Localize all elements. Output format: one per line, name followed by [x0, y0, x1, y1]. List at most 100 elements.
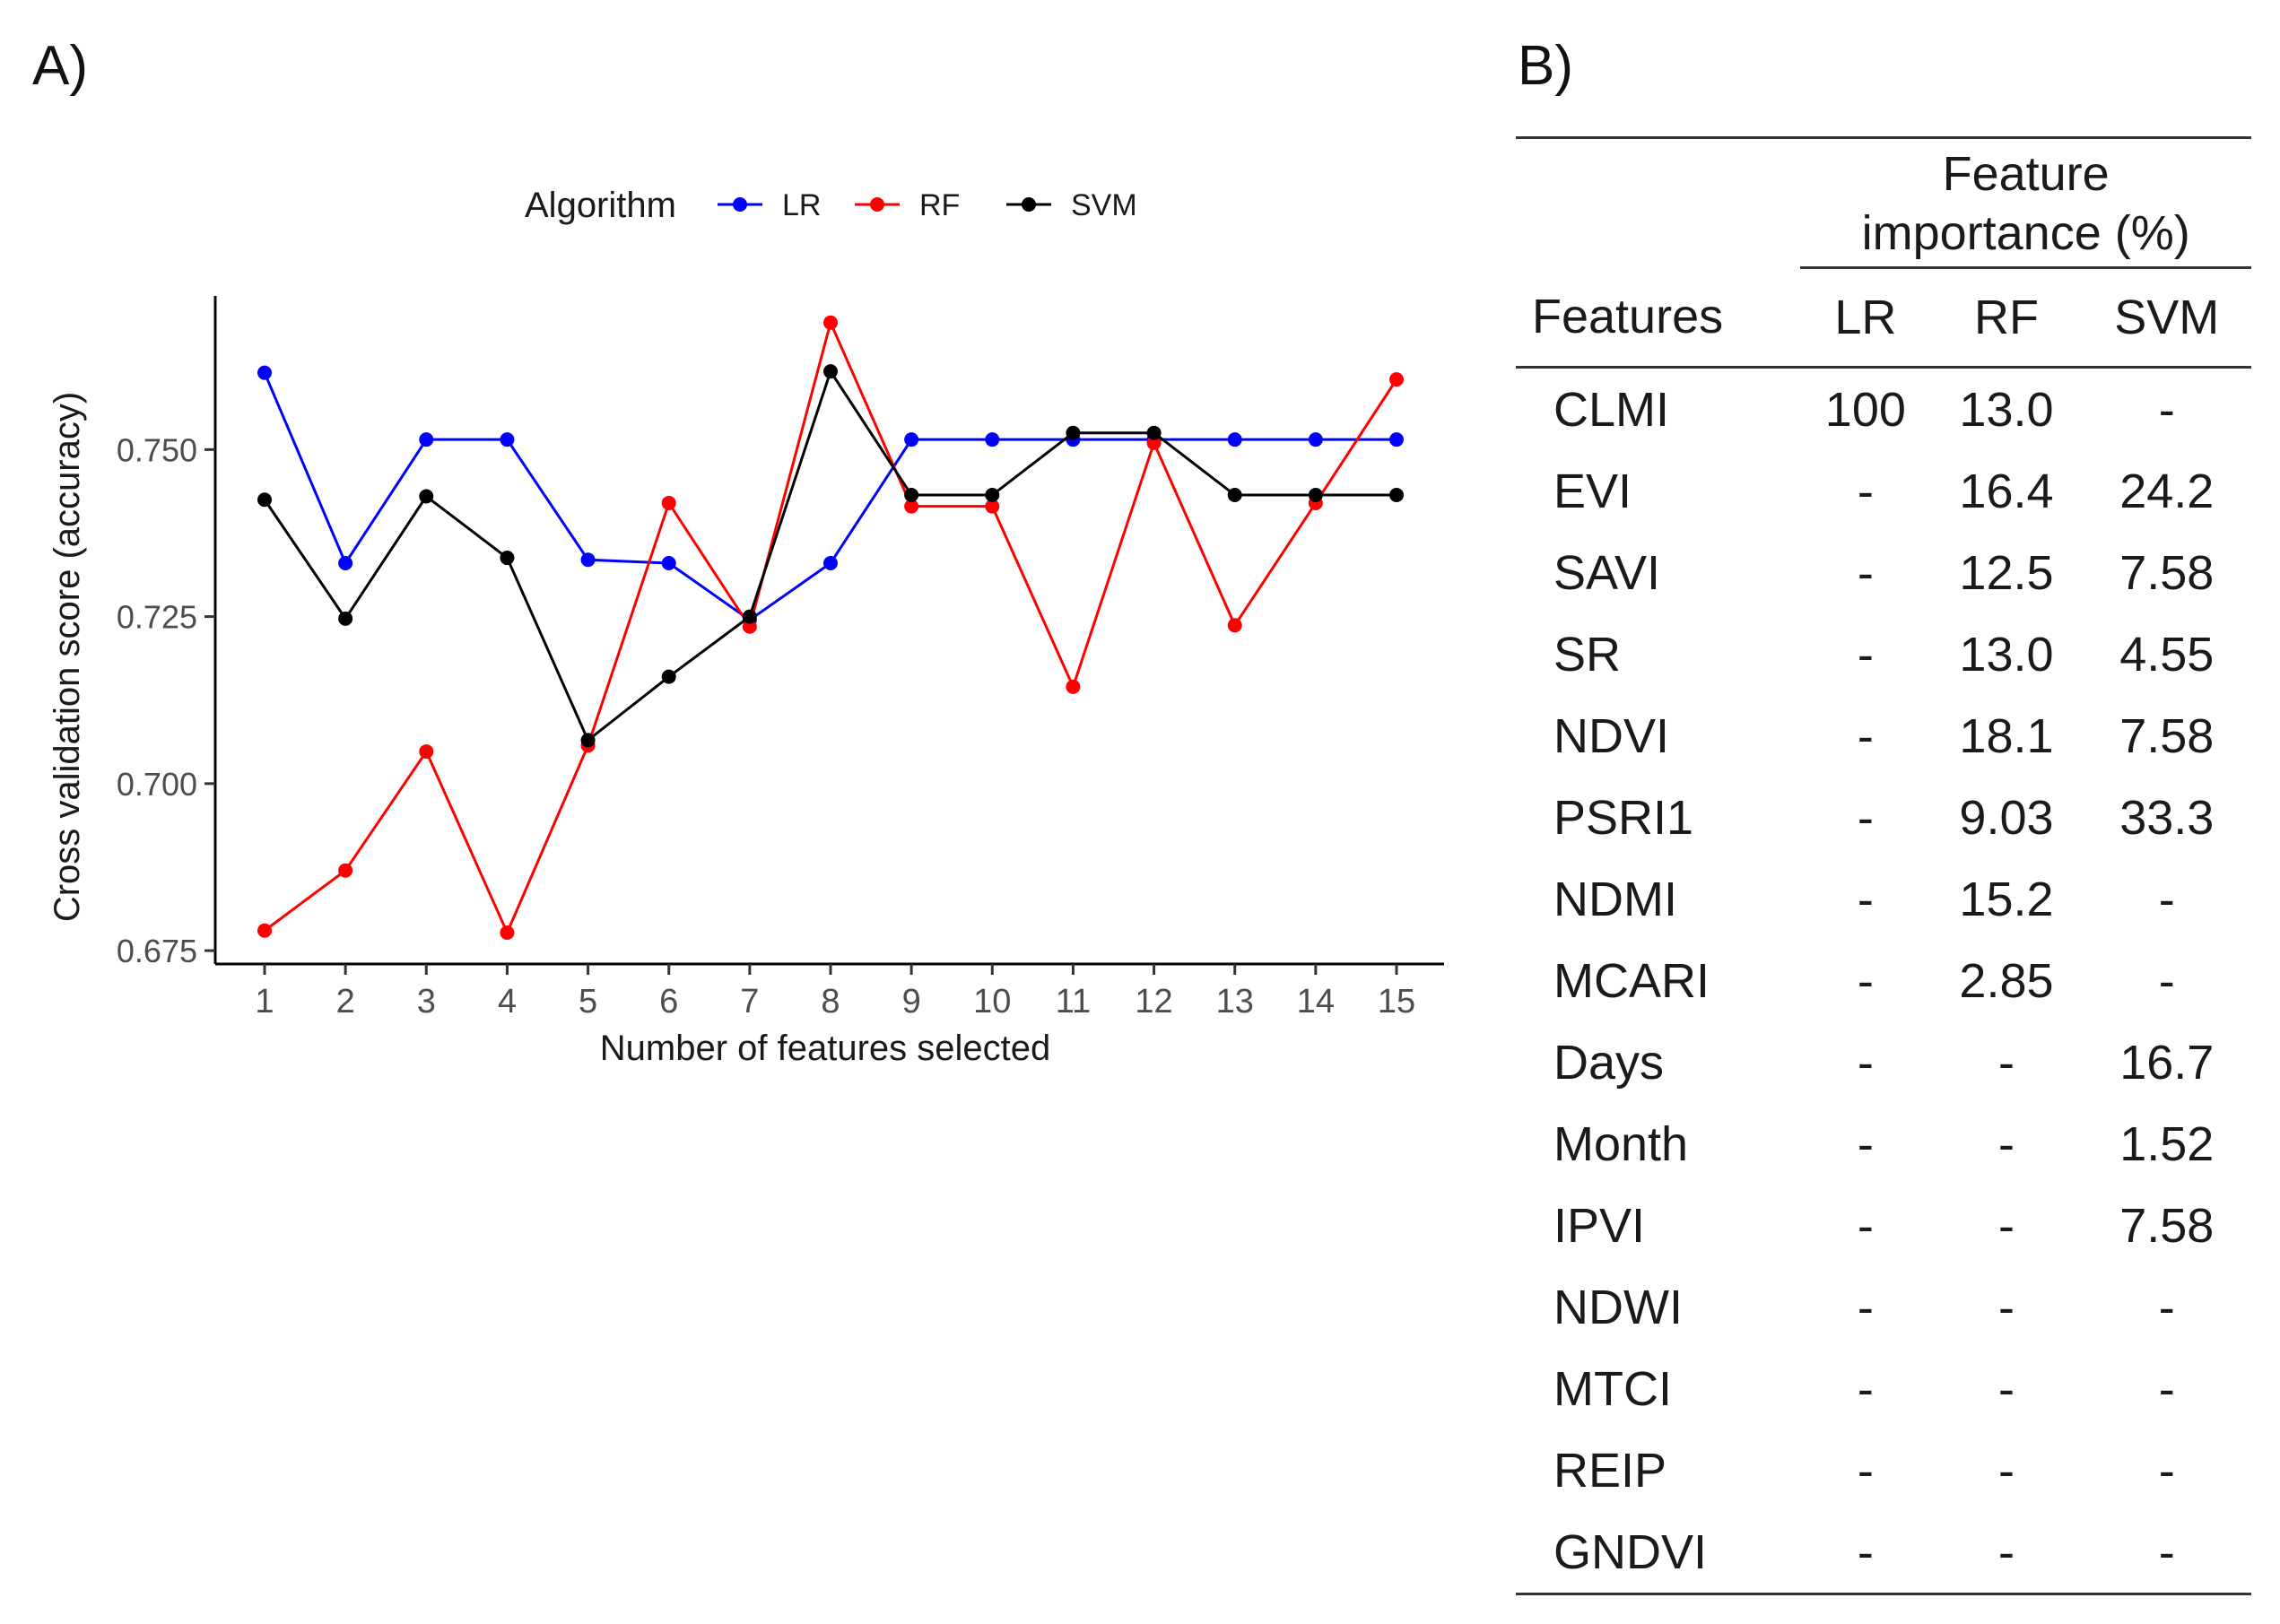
- feature-cell: IPVI: [1553, 1198, 1646, 1253]
- data-point-lr: [904, 432, 919, 447]
- svm-cell: -: [2158, 953, 2175, 1008]
- svm-cell: 24.2: [2119, 464, 2215, 518]
- data-point-svm: [1146, 425, 1162, 440]
- data-point-lr: [1308, 432, 1323, 447]
- lr-cell: -: [1857, 545, 1874, 600]
- lr-cell: -: [1857, 1361, 1874, 1416]
- legend-label-lr: LR: [782, 188, 821, 222]
- lr-cell: -: [1857, 708, 1874, 763]
- feature-cell: REIP: [1553, 1443, 1667, 1498]
- data-point-rf: [1146, 435, 1162, 450]
- table-row: Days - - 16.7: [1516, 1021, 2251, 1103]
- lr-cell: -: [1857, 1280, 1874, 1334]
- x-tick-label: 9: [902, 983, 921, 1020]
- table-header-spacer: [1516, 138, 1800, 268]
- svm-cell: 16.7: [2119, 1035, 2215, 1090]
- rf-cell: 16.4: [1959, 464, 2054, 518]
- data-point-rf: [985, 499, 1000, 514]
- rf-cell: 15.2: [1959, 872, 2054, 926]
- rf-cell: -: [1997, 1035, 2015, 1090]
- svm-cell: 4.55: [2119, 627, 2215, 682]
- x-tick-label: 2: [336, 983, 355, 1020]
- svm-cell: -: [2158, 382, 2175, 437]
- svm-cell: 7.58: [2119, 708, 2215, 763]
- rf-cell: 12.5: [1959, 545, 2054, 600]
- svm-cell: 7.58: [2119, 1198, 2215, 1253]
- table-row: CLMI 100 13.0 -: [1516, 368, 2251, 451]
- feature-importance-table-container: Feature importance (%) Features LR RF SV…: [1516, 136, 2251, 1595]
- feature-cell: GNDVI: [1553, 1524, 1708, 1579]
- x-tick-label: 12: [1135, 983, 1172, 1020]
- lr-cell: -: [1857, 790, 1874, 845]
- y-tick-label: 0.750: [117, 431, 197, 468]
- lr-cell: -: [1857, 1443, 1874, 1498]
- feature-cell: SR: [1553, 627, 1622, 682]
- table-row: SR - 13.0 4.55: [1516, 613, 2251, 695]
- table-row: SAVI - 12.5 7.58: [1516, 532, 2251, 613]
- data-point-rf: [1389, 372, 1404, 387]
- data-point-svm: [661, 669, 676, 684]
- data-point-svm: [580, 733, 596, 748]
- table-group-header-row: Feature importance (%): [1516, 137, 2251, 269]
- legend-key-point-svm: [1022, 197, 1036, 212]
- data-point-rf: [419, 744, 434, 760]
- svm-cell: 1.52: [2119, 1116, 2215, 1171]
- lr-cell: -: [1857, 1035, 1874, 1090]
- lr-cell: -: [1857, 1524, 1874, 1579]
- data-point-lr: [1389, 432, 1404, 447]
- data-point-lr: [985, 432, 1000, 447]
- legend-label-rf: RF: [919, 188, 960, 222]
- data-point-svm: [985, 488, 1000, 503]
- data-point-svm: [257, 492, 272, 508]
- legend-label-svm: SVM: [1071, 188, 1137, 222]
- x-tick-label: 10: [973, 983, 1011, 1020]
- data-point-lr: [1227, 432, 1242, 447]
- x-tick-label: 15: [1378, 983, 1415, 1020]
- feature-cell: PSRI1: [1553, 790, 1694, 845]
- rf-cell: -: [1997, 1198, 2015, 1253]
- data-point-lr: [661, 556, 676, 570]
- feature-importance-header-line2: importance (%): [1861, 206, 2190, 260]
- rf-cell: 9.03: [1959, 790, 2054, 845]
- svm-cell: -: [2158, 872, 2175, 926]
- data-point-svm: [500, 551, 515, 566]
- legend-title: Algorithm: [525, 186, 676, 225]
- lr-cell: 100: [1824, 382, 1906, 437]
- y-tick-label: 0.700: [117, 766, 197, 803]
- feature-cell: EVI: [1553, 464, 1632, 518]
- feature-cell: Month: [1553, 1116, 1689, 1171]
- svm-cell: -: [2158, 1443, 2175, 1498]
- x-tick-label: 4: [498, 983, 517, 1020]
- y-tick-label: 0.675: [117, 933, 197, 969]
- data-point-svm: [1227, 488, 1242, 503]
- feature-cell: MTCI: [1553, 1361, 1672, 1416]
- feature-cell: NDWI: [1553, 1280, 1683, 1334]
- table-row: PSRI1 - 9.03 33.3: [1516, 777, 2251, 858]
- column-header-features: Features: [1532, 290, 1724, 344]
- table-row: NDWI - - -: [1516, 1266, 2251, 1348]
- rf-cell: 2.85: [1959, 953, 2054, 1008]
- table-row: REIP - - -: [1516, 1429, 2251, 1511]
- legend-key-point-rf: [870, 197, 884, 212]
- table-row: IPVI - - 7.58: [1516, 1185, 2251, 1266]
- x-tick-label: 11: [1056, 983, 1091, 1020]
- data-point-rf: [661, 495, 676, 510]
- series-line-rf: [264, 318, 1398, 936]
- x-tick-label: 6: [659, 983, 678, 1020]
- data-point-lr: [500, 432, 515, 447]
- x-tick-label: 8: [821, 983, 840, 1020]
- table-row: Month - - 1.52: [1516, 1103, 2251, 1185]
- x-tick-label: 13: [1216, 983, 1254, 1020]
- feature-cell: NDVI: [1553, 708, 1670, 763]
- data-point-rf: [904, 499, 919, 514]
- panel-a-label: A): [32, 35, 88, 97]
- x-tick-label: 3: [417, 983, 436, 1020]
- chart-legend: Algorithm LR RF SVM: [525, 186, 1137, 225]
- x-tick-label: 5: [579, 983, 597, 1020]
- rf-cell: -: [1997, 1116, 2015, 1171]
- lr-cell: -: [1857, 1116, 1874, 1171]
- column-header-rf: RF: [1973, 291, 2039, 344]
- chart-series: [257, 315, 1404, 940]
- feature-importance-table: Feature importance (%) Features LR RF SV…: [1516, 136, 2251, 1595]
